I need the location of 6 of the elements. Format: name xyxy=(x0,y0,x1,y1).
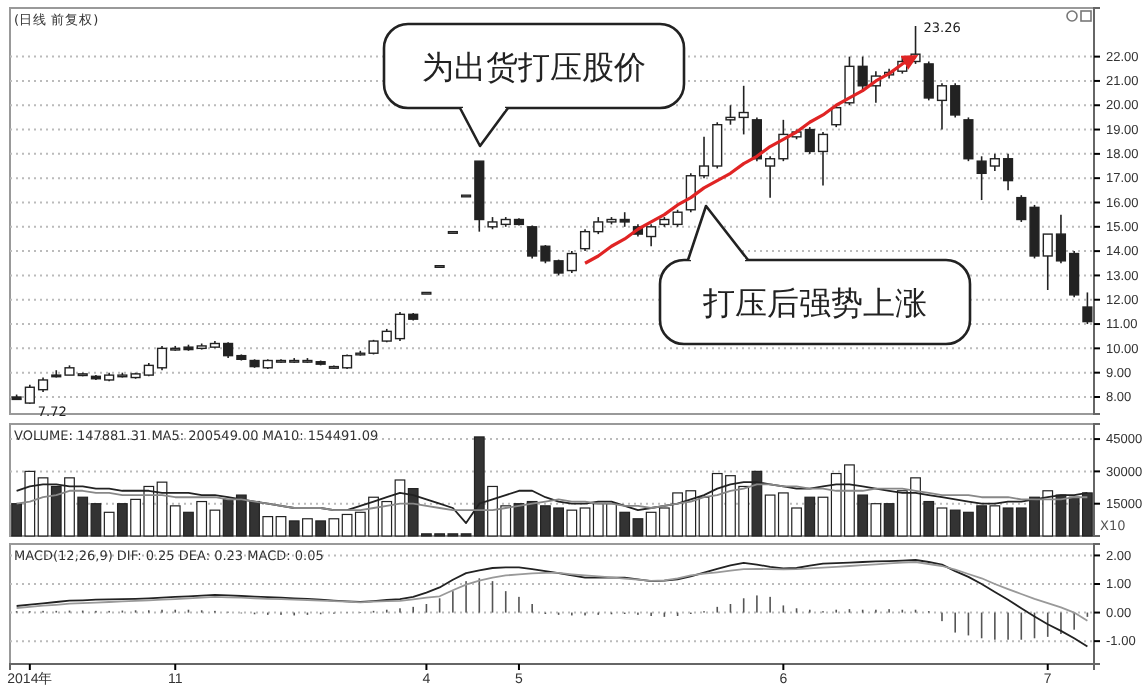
line-series xyxy=(15,559,1089,648)
annotation: 打压后强势上涨 xyxy=(701,284,927,322)
line-series xyxy=(15,561,1089,622)
candlestick xyxy=(963,116,974,162)
annotation: 为出货打压股价 xyxy=(422,48,646,86)
line-series xyxy=(15,483,1089,512)
